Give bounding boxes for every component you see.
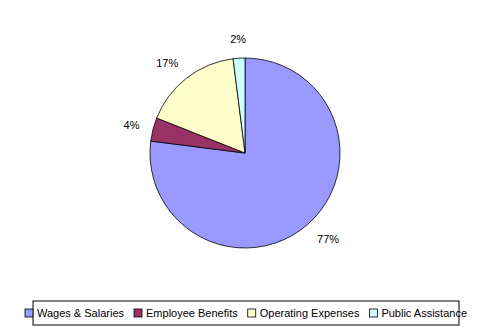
data-label: 77% <box>317 233 339 245</box>
pie-slice <box>150 58 340 248</box>
legend-label: Operating Expenses <box>260 307 360 319</box>
pie <box>150 58 340 248</box>
legend-label: Employee Benefits <box>146 307 238 319</box>
legend-swatch <box>25 309 33 317</box>
legend-swatch <box>369 309 377 317</box>
pie-slice <box>233 58 245 153</box>
legend: Wages & Salaries Employee Benefits Operati… <box>25 301 467 325</box>
pie-slice <box>157 59 245 153</box>
legend-swatch <box>248 309 256 317</box>
data-label: 4% <box>124 119 140 131</box>
legend-label: Public Assistance <box>381 307 467 319</box>
data-label: 17% <box>156 57 178 69</box>
data-label: 2% <box>230 33 246 45</box>
legend-swatch <box>134 309 142 317</box>
legend-label: Wages & Salaries <box>37 307 125 319</box>
chart: 77% 4% 17% 2% Wages & Salaries Employee Benef… <box>0 0 491 333</box>
